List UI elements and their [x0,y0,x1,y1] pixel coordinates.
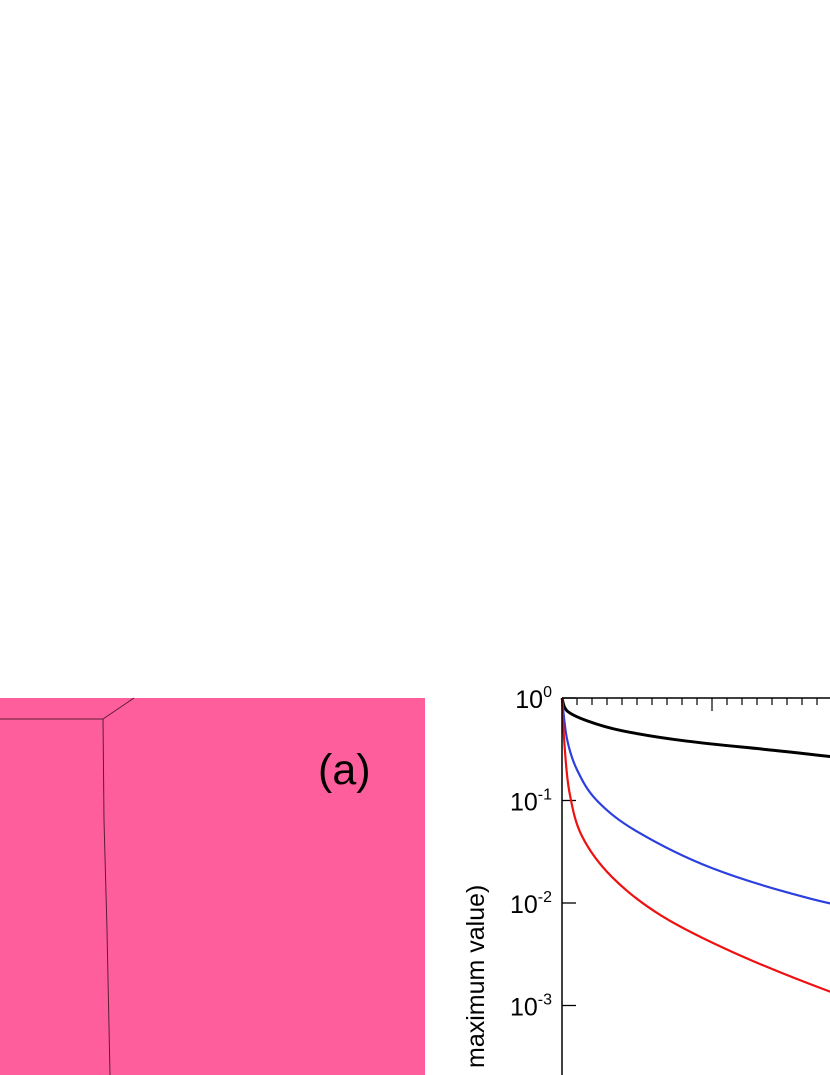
series-line-3 [560,697,830,993]
y-tick-label: 10-2 [510,889,552,919]
top-axis-ticks [576,698,818,711]
panel-a: (a) [0,697,425,1075]
panel-a-label: (a) [318,746,371,794]
y-tick-label: 10-1 [510,787,552,817]
series-layer [560,697,830,993]
crystal-edge-diagonal [102,697,135,720]
series-line-1 [560,697,830,759]
chart-panel-b: 100 10-1 10-2 10-3 maximum value) [462,684,830,1075]
y-tick-label: 10-3 [510,992,552,1022]
y-axis-label: maximum value) [462,885,490,1068]
series-line-2 [560,697,830,905]
y-tick-labels: 100 10-1 10-2 10-3 [510,684,552,1022]
crystal-edge-vertical [102,718,111,1075]
y-tick-label: 100 [515,684,552,714]
panel-a-background [0,698,425,1075]
